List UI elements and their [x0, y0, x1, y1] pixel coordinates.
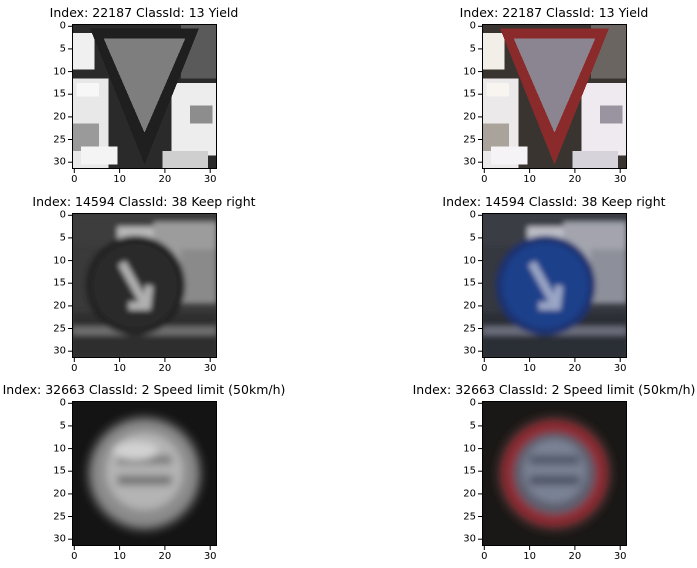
x-tick-label: 10	[523, 174, 536, 185]
y-tick-label: 0	[469, 397, 476, 409]
y-tick-label: 10	[53, 443, 66, 455]
x-tick-label: 30	[203, 174, 217, 185]
sign-image	[482, 401, 627, 546]
y-tick-label: 10	[53, 255, 66, 267]
figure-title: Index: 22187 ClassId: 13 Yield	[459, 5, 649, 20]
x-tick-label: 30	[613, 363, 627, 374]
y-tick-label: 5	[59, 43, 66, 55]
sign-image	[482, 213, 627, 358]
y-tick-label: 10	[463, 66, 476, 78]
y-tick-label: 15	[53, 465, 66, 477]
x-tick-label: 30	[613, 174, 627, 185]
y-tick-label: 20	[463, 111, 476, 123]
y-tick-label: 5	[469, 420, 476, 432]
y-tick-label: 30	[53, 156, 66, 168]
y-tick-label: 5	[469, 43, 476, 55]
x-tick-label: 20	[568, 363, 582, 374]
y-tick-label: 0	[59, 209, 66, 221]
y-tick-label: 20	[463, 300, 476, 312]
x-tick-label: 20	[568, 551, 582, 562]
y-tick-label: 20	[53, 488, 66, 500]
y-tick-label: 25	[53, 134, 66, 145]
figure-title: Index: 14594 ClassId: 38 Keep right	[442, 194, 666, 209]
y-tick-label: 15	[463, 88, 476, 100]
y-tick-label: 15	[53, 277, 66, 289]
y-tick-label: 25	[53, 323, 66, 334]
sign-image	[482, 24, 627, 169]
x-tick-label: 0	[481, 174, 488, 185]
y-tick-label: 0	[59, 397, 66, 409]
x-tick-label: 20	[158, 551, 172, 562]
y-tick-label: 10	[53, 66, 66, 78]
y-tick-label: 25	[53, 511, 66, 522]
y-tick-label: 0	[469, 209, 476, 221]
y-tick-label: 20	[53, 111, 66, 123]
y-tick-label: 30	[463, 345, 476, 357]
y-tick-label: 5	[59, 420, 66, 432]
x-tick-label: 20	[158, 174, 172, 185]
axes-frame	[478, 24, 627, 173]
x-tick-label: 10	[113, 174, 126, 185]
y-tick-label: 15	[463, 465, 476, 477]
axes-frame	[68, 213, 217, 362]
y-tick-label: 25	[463, 323, 476, 334]
x-tick-label: 0	[71, 363, 78, 374]
x-tick-label: 10	[113, 551, 126, 562]
y-tick-label: 20	[463, 488, 476, 500]
y-tick-label: 20	[53, 300, 66, 312]
sign-image	[72, 401, 217, 546]
axes-frame	[478, 401, 627, 550]
y-tick-label: 25	[463, 511, 476, 522]
x-tick-label: 10	[113, 363, 126, 374]
x-tick-label: 0	[481, 363, 488, 374]
x-tick-label: 30	[613, 551, 627, 562]
y-tick-label: 10	[463, 255, 476, 267]
x-tick-label: 30	[203, 363, 217, 374]
y-tick-label: 5	[469, 232, 476, 244]
y-tick-label: 25	[463, 134, 476, 145]
y-tick-label: 15	[53, 88, 66, 100]
figure-title: Index: 22187 ClassId: 13 Yield	[49, 5, 239, 20]
x-tick-label: 0	[481, 551, 488, 562]
figure-title: Index: 32663 ClassId: 2 Speed limit (50k…	[2, 382, 286, 397]
y-tick-label: 10	[463, 443, 476, 455]
y-tick-label: 5	[59, 232, 66, 244]
x-tick-label: 20	[568, 174, 582, 185]
y-tick-label: 0	[469, 20, 476, 32]
y-tick-label: 30	[463, 156, 476, 168]
x-tick-label: 20	[158, 363, 172, 374]
figure-title: Index: 14594 ClassId: 38 Keep right	[32, 194, 256, 209]
y-tick-label: 30	[53, 345, 66, 357]
y-tick-label: 30	[53, 533, 66, 545]
y-tick-label: 15	[463, 277, 476, 289]
sign-image	[72, 24, 217, 169]
x-tick-label: 10	[523, 363, 536, 374]
axes-frame	[68, 401, 217, 550]
sign-image	[72, 213, 217, 358]
x-tick-label: 0	[71, 174, 78, 185]
x-tick-label: 0	[71, 551, 78, 562]
axes-frame	[68, 24, 217, 173]
axes-frame	[478, 213, 627, 362]
x-tick-label: 10	[523, 551, 536, 562]
figure-title: Index: 32663 ClassId: 2 Speed limit (50k…	[412, 382, 696, 397]
y-tick-label: 30	[463, 533, 476, 545]
y-tick-label: 0	[59, 20, 66, 32]
x-tick-label: 30	[203, 551, 217, 562]
